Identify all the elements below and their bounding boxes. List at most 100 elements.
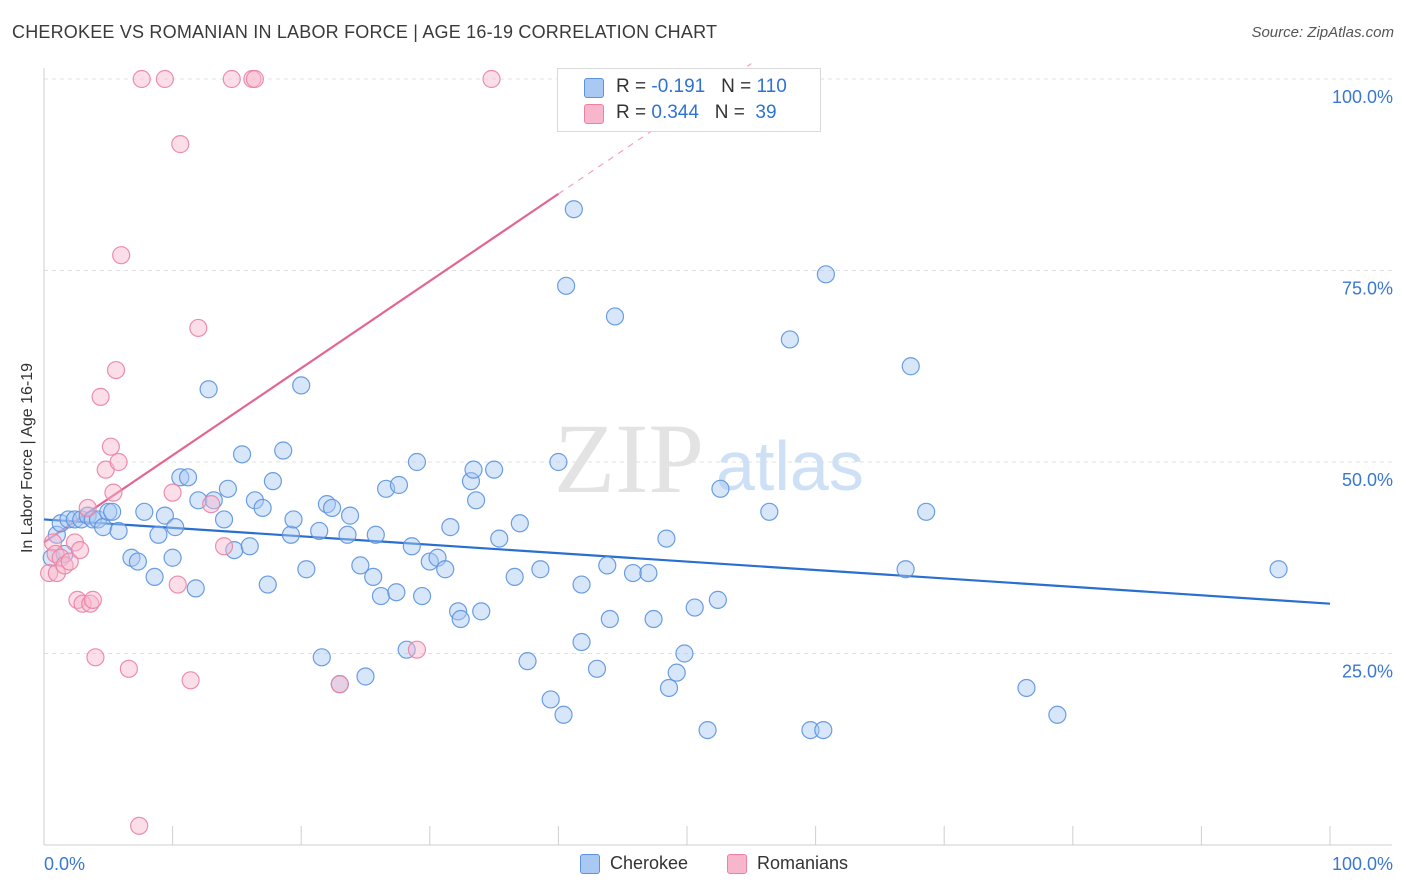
point-cherokee xyxy=(623,563,643,583)
point-cherokee xyxy=(225,540,244,560)
point-cherokee xyxy=(214,510,234,529)
x-tick-label: 100.0% xyxy=(1332,854,1393,874)
point-cherokee xyxy=(464,460,483,479)
point-cherokee xyxy=(297,560,316,579)
y-tick-label: 25.0% xyxy=(1342,662,1393,682)
point-cherokee xyxy=(322,498,342,518)
point-cherokee xyxy=(292,376,311,395)
point-romanians xyxy=(43,533,63,552)
trend-line-cherokee xyxy=(43,518,1331,605)
y-tick-label: 75.0% xyxy=(1342,279,1393,299)
point-cherokee xyxy=(109,521,128,541)
point-romanians xyxy=(83,590,102,609)
point-cherokee xyxy=(698,720,717,740)
stats-text: R = -0.191 N = 110 xyxy=(616,76,787,98)
n-value: 39 xyxy=(750,102,777,123)
point-cherokee xyxy=(557,276,576,295)
point-cherokee xyxy=(340,506,360,525)
point-cherokee xyxy=(232,445,252,464)
point-romanians xyxy=(86,648,105,667)
point-romanians xyxy=(91,387,110,406)
trend-line-romanians xyxy=(43,192,560,544)
point-cherokee xyxy=(387,583,406,602)
point-cherokee xyxy=(485,460,504,479)
point-cherokee xyxy=(263,472,283,491)
r-label: R = xyxy=(616,102,652,123)
watermark-zip: ZIP xyxy=(554,403,704,514)
point-cherokee xyxy=(510,514,529,533)
point-romanians xyxy=(101,437,120,456)
point-cherokee xyxy=(407,452,427,472)
point-cherokee xyxy=(258,575,277,594)
point-cherokee xyxy=(598,556,617,575)
point-cherokee xyxy=(351,556,370,575)
point-cherokee xyxy=(99,502,118,521)
data-points xyxy=(40,69,1288,835)
point-romanians xyxy=(189,318,208,338)
point-romanians xyxy=(109,452,128,472)
point-romanians xyxy=(163,483,182,502)
n-label: N = xyxy=(714,102,751,123)
point-cherokee xyxy=(240,537,259,556)
point-cherokee xyxy=(564,200,583,219)
point-cherokee xyxy=(356,667,375,686)
point-cherokee xyxy=(531,560,550,579)
point-cherokee xyxy=(135,502,154,521)
point-romanians xyxy=(155,69,174,89)
point-cherokee xyxy=(149,525,168,544)
r-value: -0.191 xyxy=(651,76,706,97)
point-cherokee xyxy=(461,472,481,491)
point-romanians xyxy=(119,659,138,678)
watermark-atlas: atlas xyxy=(716,427,864,505)
cherokee-swatch xyxy=(580,854,600,874)
point-cherokee xyxy=(505,567,524,587)
tick-labels: 25.0% 50.0% 75.0% 100.0% 0.0% 100.0% xyxy=(44,87,1393,874)
point-romanians xyxy=(112,246,131,265)
point-cherokee xyxy=(814,720,833,740)
point-romanians xyxy=(40,563,59,583)
point-cherokee xyxy=(284,510,303,529)
point-cherokee xyxy=(59,510,78,529)
point-cherokee xyxy=(896,560,915,579)
point-romanians xyxy=(214,537,234,556)
point-cherokee xyxy=(659,678,679,698)
point-cherokee xyxy=(163,548,182,567)
point-cherokee xyxy=(667,663,686,682)
point-cherokee xyxy=(1269,560,1288,579)
n-label: N = xyxy=(721,76,757,97)
legend-label: Romanians xyxy=(757,853,849,873)
point-cherokee xyxy=(490,529,509,548)
point-cherokee xyxy=(281,525,301,544)
cherokee-swatch xyxy=(584,78,604,98)
point-cherokee xyxy=(600,609,619,629)
point-cherokee xyxy=(760,502,779,521)
point-cherokee xyxy=(155,506,174,525)
point-romanians xyxy=(181,671,200,690)
point-cherokee xyxy=(816,265,835,284)
point-cherokee xyxy=(554,705,573,724)
point-romanians xyxy=(73,594,92,613)
point-cherokee xyxy=(245,491,265,510)
point-cherokee xyxy=(397,640,416,659)
point-cherokee xyxy=(541,690,560,709)
point-cherokee xyxy=(128,552,147,571)
point-cherokee xyxy=(253,498,272,518)
point-romanians xyxy=(132,69,151,89)
stats-text: R = 0.344 N = 39 xyxy=(616,102,777,124)
point-cherokee xyxy=(1048,705,1067,724)
stats-legend: R = -0.191 N = 110 R = 0.344 N = 39 xyxy=(557,68,821,132)
trend-lines xyxy=(43,63,1331,605)
chart-title: CHEROKEE VS ROMANIAN IN LABOR FORCE | AG… xyxy=(12,22,718,42)
point-cherokee xyxy=(83,510,102,529)
point-romanians xyxy=(330,675,349,694)
point-cherokee xyxy=(780,330,799,349)
point-romanians xyxy=(60,552,79,571)
y-tick-label: 50.0% xyxy=(1342,470,1393,490)
point-romanians xyxy=(222,69,241,89)
point-cherokee xyxy=(644,609,663,629)
axes xyxy=(43,68,1392,846)
point-cherokee xyxy=(412,586,432,606)
point-cherokee xyxy=(518,652,537,671)
point-cherokee xyxy=(274,441,293,460)
